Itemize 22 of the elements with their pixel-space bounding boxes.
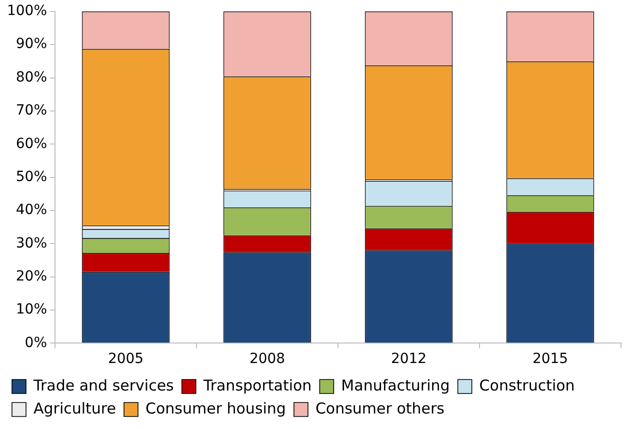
y-tick-label: 0% xyxy=(24,334,48,351)
x-tick-label: 2008 xyxy=(249,351,286,368)
legend-label: Consumer housing xyxy=(145,399,286,418)
legend-label: Manufacturing xyxy=(341,376,450,394)
y-tick-label: 60% xyxy=(16,136,48,152)
x-tick-label: 2015 xyxy=(532,351,568,368)
y-tick-label: 80% xyxy=(16,69,48,86)
legend-label: Trade and services xyxy=(32,376,174,394)
x-tick-label: 2012 xyxy=(390,351,427,368)
y-tick-label: 10% xyxy=(16,302,48,318)
y-tick-label: 70% xyxy=(16,102,48,119)
y-tick-label: 20% xyxy=(16,268,48,284)
y-tick-label: 100% xyxy=(6,3,48,20)
x-tick-label: 2005 xyxy=(108,351,144,368)
legend-label: Agriculture xyxy=(34,399,116,418)
y-tick-label: 50% xyxy=(16,168,48,185)
legend-label: Transportation xyxy=(202,376,312,394)
legend-label: Consumer others xyxy=(315,399,445,418)
y-tick-label: 90% xyxy=(16,36,48,52)
legend-label: Construction xyxy=(479,376,575,394)
y-tick-label: 30% xyxy=(16,235,48,252)
y-tick-label: 40% xyxy=(16,202,48,218)
